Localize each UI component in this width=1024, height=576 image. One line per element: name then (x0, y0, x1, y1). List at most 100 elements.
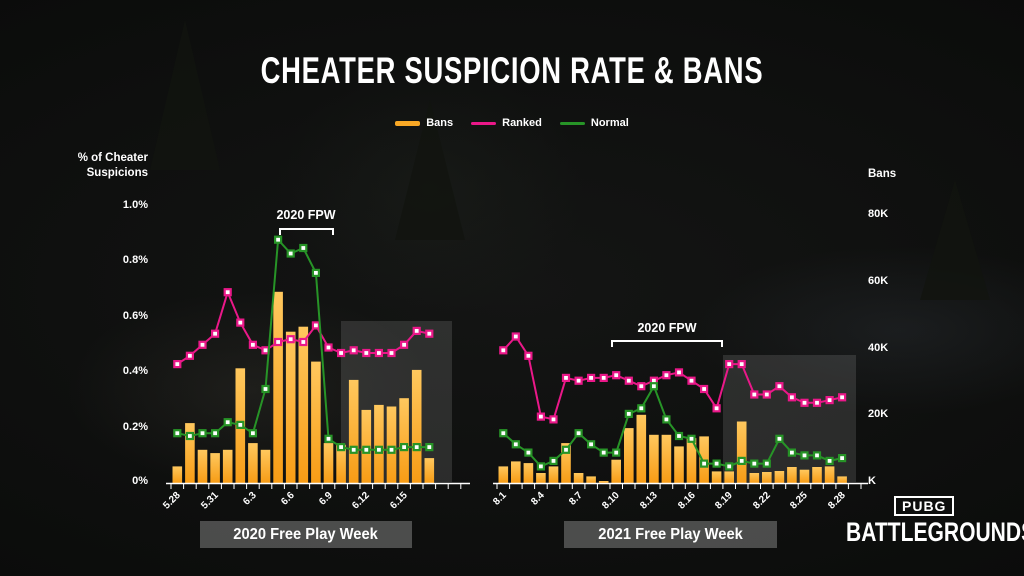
ranked-marker (374, 348, 383, 358)
normal-marker (837, 454, 847, 463)
ranked-marker (837, 393, 847, 402)
bar (724, 471, 734, 483)
bar (611, 459, 621, 483)
ranked-marker (612, 371, 621, 380)
bar (762, 472, 772, 483)
ranked-marker (511, 332, 520, 341)
page-title: CHEATER SUSPICION RATE & BANS (260, 50, 764, 91)
left-axis-tick-label: 0.6% (122, 310, 148, 322)
normal-marker (349, 445, 358, 454)
ranked-marker (737, 360, 746, 369)
normal-marker (511, 440, 520, 449)
normal-swatch-icon (559, 121, 585, 125)
normal-marker (624, 409, 633, 418)
ranked-marker (812, 398, 822, 407)
legend-label: Bans (426, 117, 454, 129)
normal-marker (324, 434, 333, 443)
bar (386, 406, 397, 483)
left-axis-tick-label: 0.4% (122, 365, 148, 377)
ranked-marker (185, 351, 194, 360)
ranked-marker (725, 360, 734, 369)
normal-marker (687, 434, 696, 443)
normal-marker (536, 462, 546, 471)
ranked-marker (425, 329, 434, 338)
normal-marker (236, 420, 245, 429)
ranked-marker (787, 393, 797, 402)
bar (598, 481, 609, 483)
bar (548, 466, 559, 483)
ranked-marker (499, 346, 508, 355)
normal-marker (586, 440, 596, 449)
legend-label: Normal (590, 117, 629, 129)
ranked-marker (337, 348, 346, 358)
right-axis-tick-label: K (868, 475, 876, 487)
left-axis-tick-label: 0.8% (122, 254, 148, 266)
ranked-marker (211, 329, 220, 338)
bar (273, 291, 283, 483)
bar (222, 449, 233, 484)
normal-marker (173, 429, 182, 438)
bar (749, 473, 760, 483)
bar (399, 398, 409, 483)
bar (374, 404, 384, 483)
fpw-annotation-2021: 2020 FPW (637, 321, 697, 335)
ranked-marker (198, 340, 207, 349)
bar (711, 471, 722, 483)
bar (824, 466, 835, 483)
ranked-marker (248, 340, 257, 349)
bar (424, 458, 435, 483)
bar (311, 361, 321, 483)
normal-marker (274, 235, 283, 244)
bar (285, 331, 296, 483)
bar (661, 434, 672, 483)
bar (573, 473, 584, 483)
normal-line (502, 383, 843, 468)
bar (561, 443, 571, 483)
bar (686, 438, 697, 483)
bar (172, 466, 183, 483)
normal-marker (737, 456, 746, 465)
ranked-marker (223, 288, 232, 297)
normal-marker (699, 459, 709, 468)
ranked-marker (387, 348, 396, 358)
ranked-swatch-icon (471, 121, 497, 125)
bar (411, 369, 422, 483)
bar (260, 449, 271, 484)
ranked-marker (825, 396, 834, 405)
ranked-line (502, 334, 843, 421)
bar (523, 463, 534, 483)
normal-marker (425, 443, 434, 452)
bar (511, 461, 521, 483)
normal-marker (261, 384, 270, 394)
ranked-marker (561, 373, 571, 382)
normal-marker (400, 443, 409, 452)
right-axis-title: Bans (868, 168, 897, 180)
fpw-bracket (611, 340, 723, 347)
pubg-logo: PUBG (894, 496, 955, 516)
ranked-marker (311, 321, 320, 330)
bar (799, 469, 810, 483)
legend-item-bans: Bans (395, 117, 453, 129)
ranked-marker (800, 398, 809, 407)
bar (197, 449, 208, 484)
bar (298, 326, 309, 483)
legend-item-ranked: Ranked (471, 117, 542, 129)
ranked-marker (687, 376, 696, 385)
bar (323, 443, 334, 483)
footer-label-2020: 2020 Free Play Week (200, 521, 412, 548)
ranked-marker (412, 326, 421, 335)
ranked-marker (662, 371, 671, 380)
bar (812, 467, 822, 483)
battlegrounds-logo: BATTLEGROUNDS (846, 517, 1024, 547)
normal-marker (637, 404, 646, 413)
normal-marker (549, 456, 558, 465)
right-axis-tick-label: 20K (868, 408, 889, 420)
normal-marker (311, 268, 320, 277)
ranked-marker (762, 390, 771, 399)
normal-marker (812, 451, 822, 460)
bar (248, 443, 258, 483)
ranked-marker (699, 384, 709, 394)
ranked-marker (674, 368, 684, 377)
bar (210, 453, 220, 483)
